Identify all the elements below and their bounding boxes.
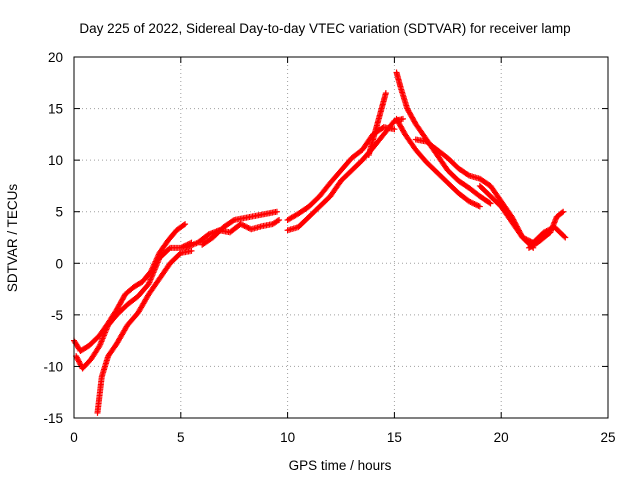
data-point [230,217,237,224]
data-point [559,209,566,216]
data-point [244,224,251,231]
data-point [276,216,283,223]
data-point [471,200,478,207]
data-point [188,247,195,254]
data-point [519,234,526,241]
data-layer [71,69,569,416]
y-tick-label: -15 [43,411,63,426]
data-point [523,236,530,243]
data-point [474,202,481,209]
y-tick-label: 10 [48,153,63,168]
data-point [560,208,567,215]
x-tick-label: 15 [387,430,402,445]
data-point [240,222,247,229]
y-axis-label: SDTVAR / TECUs [5,184,20,293]
series-track-10 [393,115,483,210]
data-point [245,224,252,231]
series-track-8 [365,90,389,158]
series-track-12 [476,182,569,246]
y-tick-label: 0 [55,256,63,271]
x-tick-label: 25 [600,430,615,445]
data-point [475,202,482,209]
data-point [242,223,249,230]
y-tick-label: -10 [43,359,63,374]
data-point [466,198,473,205]
plot-frame [73,56,609,419]
data-point [391,126,398,133]
x-axis-label: GPS time / hours [289,458,392,473]
data-point [273,208,280,215]
series-track-3 [94,247,195,416]
data-point [468,199,475,206]
grid [74,57,608,418]
data-point [274,217,281,224]
data-point [241,223,248,230]
data-point [561,233,568,240]
series-track-5 [199,208,280,248]
y-tick-label: -5 [51,308,63,323]
data-point [237,221,244,228]
data-point [180,221,187,228]
chart-title: Day 225 of 2022, Sidereal Day-to-day VTE… [79,21,570,36]
series-track-6 [284,115,406,234]
data-point [524,237,531,244]
data-point [487,200,494,207]
series-track-13 [525,208,567,251]
y-tick-label: 15 [48,102,63,117]
data-point [399,115,406,122]
x-tick-label: 5 [177,430,185,445]
data-point [238,221,245,228]
data-point [562,234,569,241]
y-tick-label: 20 [48,50,63,65]
data-point [472,201,479,208]
axes: 0 5 10 15 20 25 -15 -10 -5 0 5 10 15 20 [43,50,615,445]
data-point [464,171,471,178]
x-tick-label: 20 [494,430,509,445]
x-tick-label: 0 [70,430,78,445]
series-track-1 [71,221,189,354]
data-point [382,90,389,97]
data-point [540,229,547,236]
data-point [522,235,529,242]
y-tick-label: 5 [55,205,63,220]
data-point [476,203,483,210]
data-point [526,237,533,244]
data-point [182,221,189,228]
data-point [486,199,493,206]
x-tick-label: 10 [280,430,295,445]
data-point [467,199,474,206]
data-point [520,235,527,242]
data-point [470,200,477,207]
